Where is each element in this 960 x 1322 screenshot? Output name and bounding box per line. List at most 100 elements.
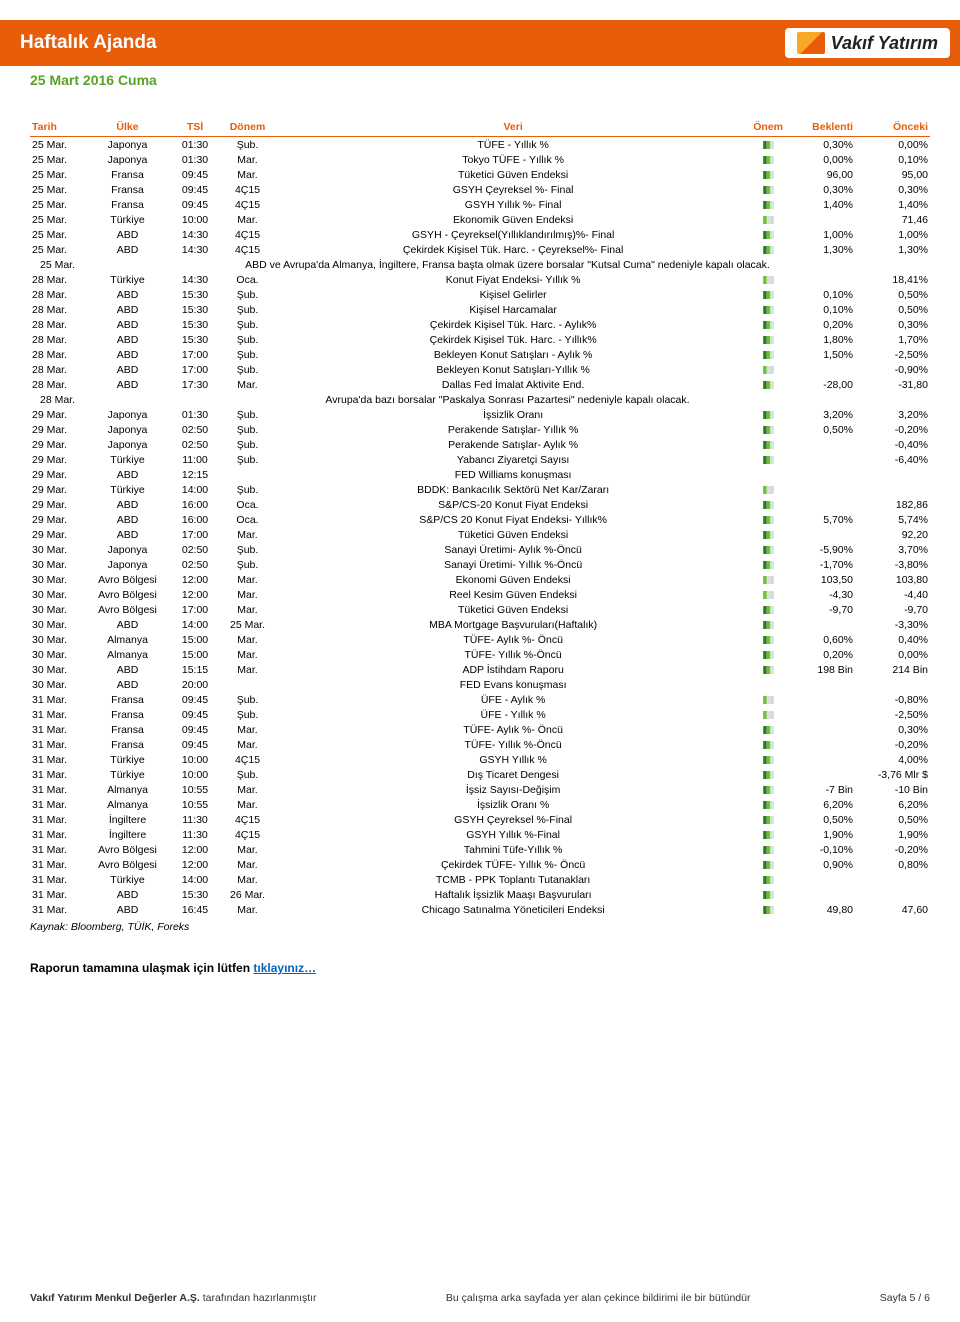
cell-tarih: 29 Mar.: [30, 527, 85, 542]
table-row: 30 Mar.Japonya02:50Şub.Sanayi Üretimi- A…: [30, 542, 930, 557]
cell-onem: [751, 497, 785, 512]
cell-ulke: Japonya: [85, 437, 170, 452]
cell-beklenti: 3,20%: [785, 407, 855, 422]
cell-onceki: 5,74%: [855, 512, 930, 527]
table-row: 31 Mar.Fransa09:45Şub.ÜFE - Yıllık %-2,5…: [30, 707, 930, 722]
cell-veri: GSYH Yıllık %-Final: [275, 827, 751, 842]
col-onceki: Önceki: [855, 118, 930, 137]
cell-veri: TCMB - PPK Toplantı Tutanakları: [275, 872, 751, 887]
importance-flag-icon: [763, 814, 774, 826]
importance-flag-icon: [763, 169, 774, 181]
cell-tarih: 31 Mar.: [30, 872, 85, 887]
cell-ulke: Avro Bölgesi: [85, 842, 170, 857]
cell-tsi: 17:00: [170, 347, 220, 362]
cell-ulke: ABD: [85, 332, 170, 347]
cell-onceki: -0,90%: [855, 362, 930, 377]
cell-onceki: 3,70%: [855, 542, 930, 557]
table-row: 30 Mar.Avro Bölgesi12:00Mar.Reel Kesim G…: [30, 587, 930, 602]
table-row: 30 Mar.Avro Bölgesi12:00Mar.Ekonomi Güve…: [30, 572, 930, 587]
logo-text: Vakıf Yatırım: [831, 33, 938, 54]
cell-tarih: 30 Mar.: [30, 677, 85, 692]
cell-donem: Oca.: [220, 497, 275, 512]
cell-ulke: Almanya: [85, 632, 170, 647]
cell-onem: [751, 272, 785, 287]
cell-veri: Çekirdek TÜFE- Yıllık %- Öncü: [275, 857, 751, 872]
cell-ulke: İngiltere: [85, 812, 170, 827]
importance-flag-icon: [763, 229, 774, 241]
cell-onem: [751, 242, 785, 257]
cell-donem: 4Ç15: [220, 812, 275, 827]
table-row: 31 Mar.Avro Bölgesi12:00Mar.Çekirdek TÜF…: [30, 857, 930, 872]
cell-tarih: 28 Mar.: [30, 302, 85, 317]
cell-veri: İşsizlik Oranı %: [275, 797, 751, 812]
importance-flag-icon: [763, 904, 774, 916]
cell-onem: [751, 647, 785, 662]
cell-veri: FED Evans konuşması: [275, 677, 751, 692]
cell-tsi: 14:00: [170, 872, 220, 887]
importance-flag-icon: [763, 709, 774, 721]
importance-flag-icon: [763, 349, 774, 361]
cell-veri: Kişisel Gelirler: [275, 287, 751, 302]
cell-veri: Ekonomi Güven Endeksi: [275, 572, 751, 587]
cell-onem: [751, 617, 785, 632]
cell-tsi: 16:00: [170, 512, 220, 527]
cell-onceki: -3,30%: [855, 617, 930, 632]
cell-donem: Şub.: [220, 302, 275, 317]
cell-onceki: [855, 482, 930, 497]
cell-ulke: Fransa: [85, 167, 170, 182]
cell-beklenti: -1,70%: [785, 557, 855, 572]
cell-tarih: 28 Mar.: [30, 392, 85, 407]
cell-ulke: Almanya: [85, 782, 170, 797]
cell-tarih: 25 Mar.: [30, 137, 85, 153]
table-row: 25 Mar.Japonya01:30Şub.TÜFE - Yıllık %0,…: [30, 137, 930, 153]
cell-onem: [751, 557, 785, 572]
cell-onem: [751, 542, 785, 557]
cell-ulke: Fransa: [85, 182, 170, 197]
full-report-link[interactable]: tıklayınız…: [253, 961, 316, 975]
importance-flag-icon: [763, 484, 774, 496]
cell-onceki: 95,00: [855, 167, 930, 182]
table-row: 31 Mar.Fransa09:45Şub.ÜFE - Aylık %-0,80…: [30, 692, 930, 707]
cell-beklenti: 0,60%: [785, 632, 855, 647]
cell-onem: [751, 857, 785, 872]
cell-donem: Mar.: [220, 857, 275, 872]
cell-onceki: 71,46: [855, 212, 930, 227]
cell-onem: [751, 467, 785, 482]
cell-tsi: 20:00: [170, 677, 220, 692]
cell-donem: Mar.: [220, 377, 275, 392]
cell-veri: GSYH Çeyreksel %- Final: [275, 182, 751, 197]
cell-tarih: 29 Mar.: [30, 467, 85, 482]
cell-tsi: 14:30: [170, 272, 220, 287]
cell-tarih: 25 Mar.: [30, 257, 85, 272]
cell-onceki: 0,40%: [855, 632, 930, 647]
cell-tsi: 15:00: [170, 632, 220, 647]
cell-onceki: 1,70%: [855, 332, 930, 347]
cell-tsi: 10:55: [170, 797, 220, 812]
table-row: 31 Mar.Almanya10:55Mar.İşsiz Sayısı-Deği…: [30, 782, 930, 797]
cell-donem: 4Ç15: [220, 182, 275, 197]
table-row: 25 Mar.Japonya01:30Mar.Tokyo TÜFE - Yıll…: [30, 152, 930, 167]
cell-onem: [751, 692, 785, 707]
cell-ulke: Almanya: [85, 647, 170, 662]
importance-flag-icon: [763, 154, 774, 166]
table-row: 25 Mar.ABD14:304Ç15Çekirdek Kişisel Tük.…: [30, 242, 930, 257]
cell-onem: [751, 407, 785, 422]
cell-tsi: 16:00: [170, 497, 220, 512]
cell-veri: Tüketici Güven Endeksi: [275, 167, 751, 182]
cell-tarih: 31 Mar.: [30, 827, 85, 842]
cell-tsi: 12:15: [170, 467, 220, 482]
cell-onceki: 214 Bin: [855, 662, 930, 677]
importance-flag-icon: [763, 529, 774, 541]
cell-ulke: Türkiye: [85, 452, 170, 467]
cell-donem: 25 Mar.: [220, 617, 275, 632]
importance-flag-icon: [763, 544, 774, 556]
importance-flag-icon: [763, 379, 774, 391]
cell-beklenti: 1,30%: [785, 242, 855, 257]
cell-veri: TÜFE- Yıllık %-Öncü: [275, 737, 751, 752]
cell-onceki: 4,00%: [855, 752, 930, 767]
cell-donem: 4Ç15: [220, 242, 275, 257]
cell-onceki: 0,50%: [855, 302, 930, 317]
cell-donem: 26 Mar.: [220, 887, 275, 902]
cell-donem: Mar.: [220, 797, 275, 812]
cell-ulke: Türkiye: [85, 482, 170, 497]
